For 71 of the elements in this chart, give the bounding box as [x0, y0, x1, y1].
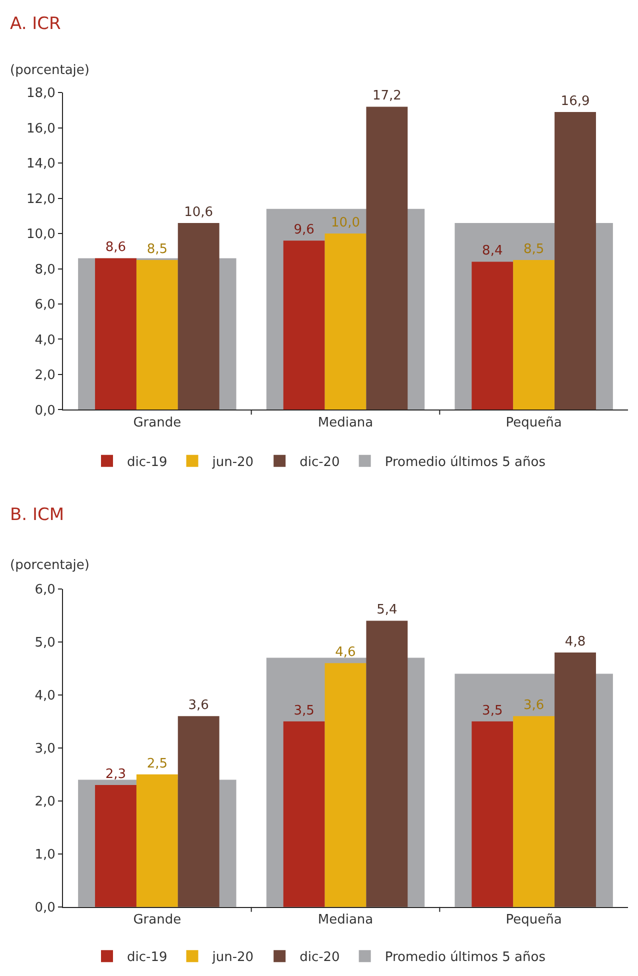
data-label: 3,6: [188, 698, 209, 714]
data-label: 3,5: [482, 703, 503, 718]
y-tick-label: 5,0: [34, 635, 56, 650]
bar: [178, 716, 220, 907]
data-label: 4,6: [335, 645, 356, 660]
x-tick-label: Mediana: [318, 415, 374, 430]
bar: [324, 234, 366, 410]
y-tick-label: 16,0: [26, 121, 56, 136]
data-label: 2,3: [105, 767, 126, 782]
y-axis-title: (porcentaje): [10, 63, 90, 78]
bar: [472, 262, 514, 410]
y-tick-label: 12,0: [26, 192, 56, 207]
data-label: 3,6: [523, 698, 544, 714]
bar: [366, 620, 408, 907]
data-label: 4,8: [564, 634, 586, 650]
y-axis-title: (porcentaje): [10, 558, 90, 573]
chart-title: B. ICM: [10, 505, 64, 525]
y-tick-label: 10,0: [26, 227, 56, 242]
y-tick-label: 0,0: [34, 403, 56, 418]
bar: [472, 721, 514, 907]
data-label: 3,5: [294, 703, 314, 718]
legend-label: dic-19: [127, 950, 168, 966]
bar: [95, 785, 136, 907]
legend-label: Promedio últimos 5 años: [384, 454, 546, 470]
data-label: 16,9: [560, 94, 590, 110]
legend-label: dic-19: [127, 454, 168, 470]
data-label: 5,4: [376, 602, 398, 618]
bar: [513, 260, 555, 410]
bar: [178, 222, 220, 410]
y-tick-label: 4,0: [34, 688, 56, 704]
y-tick-label: 3,0: [34, 741, 56, 756]
chart-title: A. ICR: [10, 14, 62, 34]
data-label: 9,6: [294, 222, 314, 238]
legend-label: jun-20: [211, 454, 254, 470]
data-label: 17,2: [372, 88, 402, 104]
y-tick-label: 6,0: [34, 582, 56, 598]
bar: [283, 240, 325, 410]
legend-label: dic-20: [300, 454, 340, 470]
bar: [554, 652, 596, 907]
y-tick-label: 6,0: [34, 298, 56, 313]
y-tick-label: 2,0: [34, 368, 56, 384]
data-label: 8,6: [105, 240, 126, 256]
bar: [513, 716, 555, 907]
y-tick-label: 4,0: [34, 332, 56, 348]
y-tick-label: 0,0: [34, 900, 56, 916]
y-tick-label: 1,0: [34, 847, 56, 862]
legend-label: dic-20: [300, 950, 340, 966]
y-tick-label: 18,0: [26, 86, 56, 102]
bar: [95, 258, 136, 410]
bar: [554, 112, 596, 410]
y-tick-label: 14,0: [26, 156, 56, 172]
legend-label: Promedio últimos 5 años: [384, 950, 546, 966]
x-tick-label: Pequeña: [506, 912, 562, 928]
bar: [136, 260, 178, 410]
data-label: 8,4: [482, 244, 503, 259]
x-tick-label: Grande: [133, 415, 182, 430]
legend-label: jun-20: [211, 950, 254, 966]
bar: [366, 106, 408, 410]
data-label: 10,6: [184, 204, 214, 220]
bar: [283, 721, 325, 907]
bar: [324, 663, 366, 907]
data-label: 8,5: [146, 242, 168, 257]
data-label: 8,5: [523, 242, 544, 257]
data-label: 2,5: [146, 756, 168, 772]
y-tick-label: 8,0: [34, 262, 56, 278]
x-tick-label: Pequeña: [506, 415, 562, 430]
data-label: 10,0: [331, 216, 360, 231]
x-tick-label: Mediana: [318, 912, 374, 928]
y-tick-label: 2,0: [34, 794, 56, 810]
bar: [136, 774, 178, 907]
x-tick-label: Grande: [133, 912, 182, 928]
